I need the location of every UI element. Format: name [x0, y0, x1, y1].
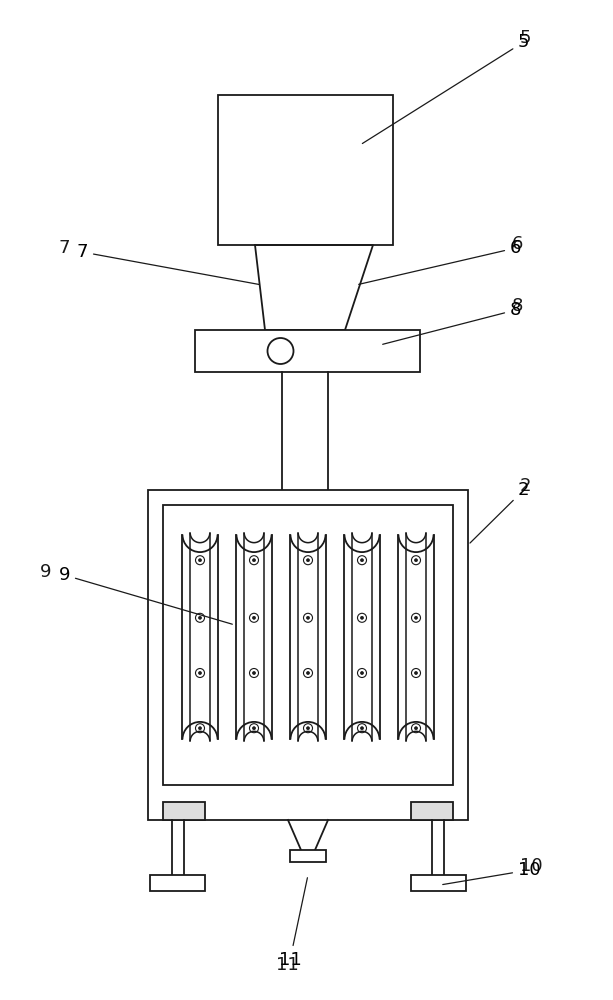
Circle shape — [414, 672, 417, 674]
Bar — [195, 330, 420, 372]
Text: 10: 10 — [520, 857, 543, 875]
Bar — [148, 490, 468, 820]
Bar — [218, 95, 393, 245]
Text: 9: 9 — [40, 563, 51, 581]
Text: 2: 2 — [470, 481, 530, 543]
Text: 5: 5 — [520, 29, 531, 47]
Circle shape — [199, 616, 202, 619]
Bar — [411, 802, 453, 820]
Circle shape — [360, 559, 364, 562]
Circle shape — [360, 727, 364, 730]
Text: 10: 10 — [443, 861, 541, 885]
Bar — [163, 802, 205, 820]
Circle shape — [306, 559, 310, 562]
Circle shape — [360, 616, 364, 619]
Text: 11: 11 — [279, 878, 308, 969]
Text: 11: 11 — [276, 956, 299, 974]
Circle shape — [414, 559, 417, 562]
Circle shape — [414, 616, 417, 619]
Text: 6: 6 — [512, 235, 524, 253]
Text: 5: 5 — [362, 33, 530, 144]
Bar — [411, 875, 466, 891]
Circle shape — [199, 559, 202, 562]
Bar — [163, 505, 453, 785]
Text: 8: 8 — [383, 301, 522, 344]
Circle shape — [199, 672, 202, 674]
Circle shape — [253, 559, 256, 562]
Circle shape — [253, 727, 256, 730]
Circle shape — [199, 727, 202, 730]
Circle shape — [306, 672, 310, 674]
Circle shape — [306, 616, 310, 619]
Text: 9: 9 — [58, 566, 232, 624]
Text: 8: 8 — [512, 297, 524, 315]
Text: 2: 2 — [520, 477, 531, 495]
Circle shape — [253, 672, 256, 674]
Text: 7: 7 — [77, 243, 259, 284]
Circle shape — [360, 672, 364, 674]
Circle shape — [306, 727, 310, 730]
Circle shape — [253, 616, 256, 619]
Circle shape — [414, 727, 417, 730]
Text: 6: 6 — [359, 239, 522, 284]
Bar — [290, 850, 326, 862]
Bar — [150, 875, 205, 891]
Text: 7: 7 — [58, 239, 69, 257]
